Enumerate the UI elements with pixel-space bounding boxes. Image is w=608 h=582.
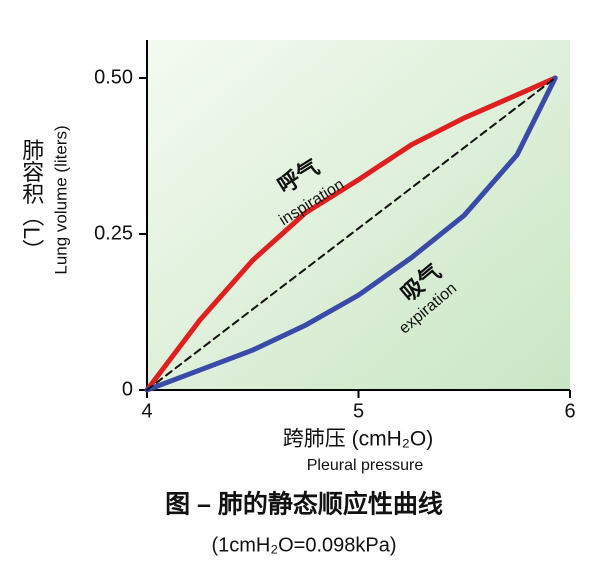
plot-background bbox=[147, 40, 570, 390]
y-tick-label: 0 bbox=[122, 378, 133, 400]
x-tick-label: 5 bbox=[353, 400, 364, 422]
note: (1cmH₂O=0.098kPa) bbox=[211, 534, 396, 556]
y-axis-label: Lung volume (liters) bbox=[51, 125, 70, 274]
caption: 图 – 肺的静态顺应性曲线 bbox=[165, 490, 443, 519]
curve bbox=[146, 77, 557, 391]
y-tick-label: 0.50 bbox=[94, 66, 133, 88]
y-axis-label-cn: 肺容积（L） bbox=[19, 139, 44, 261]
x-axis-label: 跨肺压 (cmH₂O) bbox=[283, 428, 433, 451]
curve bbox=[144, 75, 558, 393]
x-tick-label: 6 bbox=[564, 400, 575, 422]
y-tick-label: 0.25 bbox=[94, 222, 133, 244]
curve bbox=[144, 75, 558, 393]
x-tick-label: 4 bbox=[141, 400, 152, 422]
x-axis-sublabel: Pleural pressure bbox=[307, 457, 424, 474]
